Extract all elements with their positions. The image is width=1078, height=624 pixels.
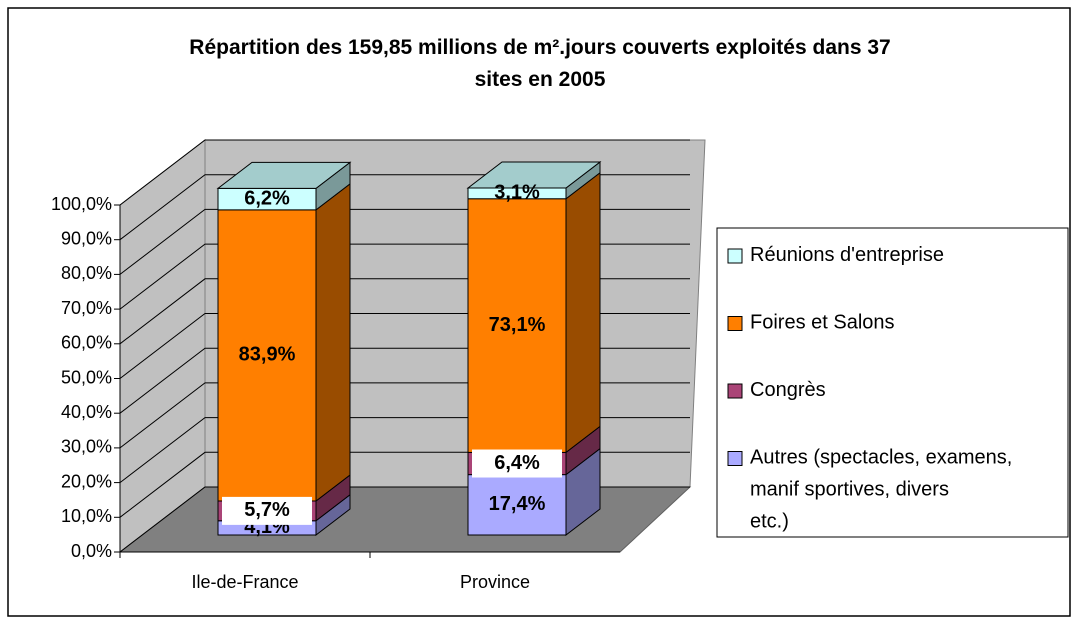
value-label: 5,7% <box>244 499 290 521</box>
bar-segment <box>467 198 567 453</box>
legend-label: Autres (spectacles, examens, manif sporti… <box>750 447 1012 533</box>
y-tick-label: 10,0% <box>61 506 112 526</box>
legend-label: Réunions d'entreprise <box>750 244 944 266</box>
y-tick-label: 100,0% <box>51 194 112 214</box>
y-tick-label: 40,0% <box>61 402 112 422</box>
x-tick-label: Province <box>460 572 530 592</box>
legend-swatch <box>727 316 743 331</box>
value-label: 83,9% <box>239 344 296 366</box>
value-label: 3,1% <box>494 182 540 204</box>
label-bg <box>222 496 312 525</box>
legend-swatch <box>727 451 743 466</box>
legend-box <box>716 227 1069 538</box>
y-tick-label: 30,0% <box>61 437 112 457</box>
y-tick-label: 80,0% <box>61 263 112 283</box>
bar-side <box>565 171 601 454</box>
bar-side <box>315 182 351 503</box>
y-tick-label: 90,0% <box>61 228 112 248</box>
floor <box>118 486 692 553</box>
bar-segment <box>217 209 317 502</box>
value-label: 17,4% <box>489 493 546 515</box>
bar-top <box>466 161 602 189</box>
label-bg <box>472 449 562 478</box>
value-label: 6,4% <box>494 452 540 474</box>
legend-label: Foires et Salons <box>750 312 895 334</box>
y-tick-label: 60,0% <box>61 333 112 353</box>
legend-swatch <box>727 383 743 399</box>
grid-line <box>119 139 690 206</box>
y-tick-label: 70,0% <box>61 298 112 318</box>
y-tick-label: 20,0% <box>61 471 112 491</box>
bar-segment <box>467 474 567 536</box>
x-tick-label: Ile-de-France <box>191 572 298 592</box>
value-label: 73,1% <box>489 314 546 336</box>
bar-top <box>216 161 352 189</box>
value-label: 6,2% <box>244 187 290 209</box>
legend-swatch <box>727 248 743 264</box>
legend-label: Congrès <box>750 379 826 401</box>
y-tick-label: 50,0% <box>61 367 112 387</box>
y-tick-label: 0,0% <box>71 541 112 561</box>
chart-title: Répartition des 159,85 millions de m².jo… <box>189 36 890 91</box>
